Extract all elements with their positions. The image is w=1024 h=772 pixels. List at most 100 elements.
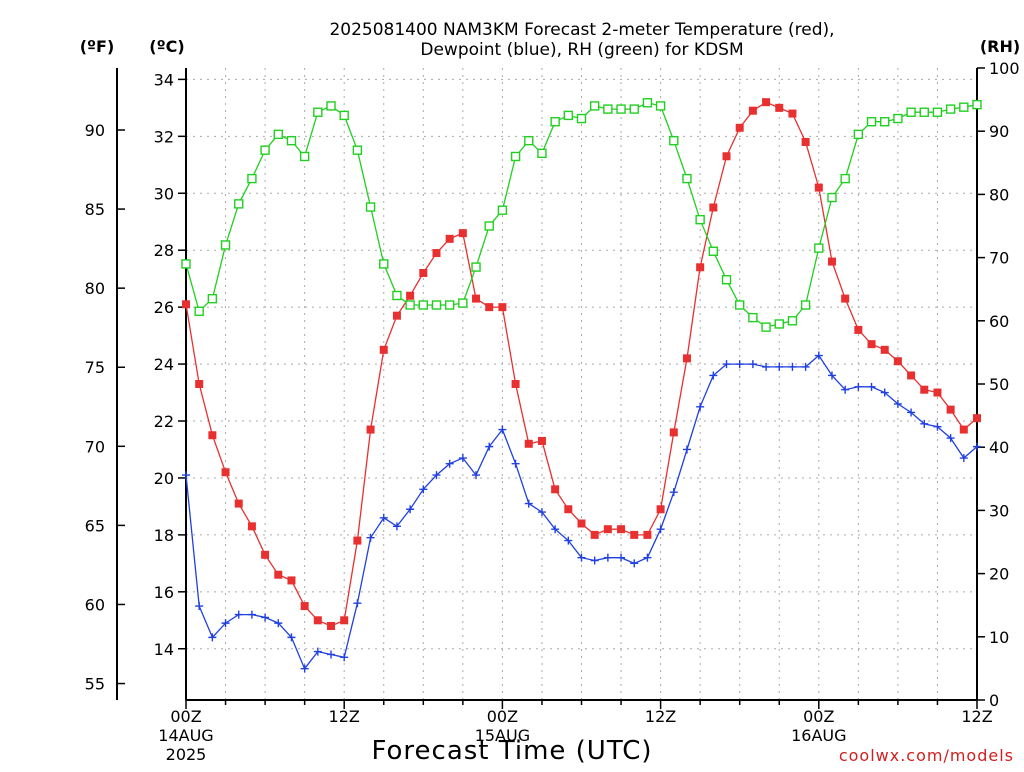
rh-point	[708, 246, 719, 256]
dewpoint-point	[735, 360, 744, 369]
time-tick-label: 00Z	[487, 707, 518, 726]
temperature-point	[827, 257, 836, 266]
temperature-point	[841, 294, 850, 303]
time-tick-year: 2025	[166, 745, 207, 764]
dewpoint-point	[775, 362, 784, 371]
fahrenheit-tick-label: 80	[85, 279, 105, 298]
temperature-point	[973, 414, 981, 423]
rh-tick-label: 70	[989, 249, 1009, 268]
fahrenheit-tick-label: 75	[85, 358, 105, 377]
temperature-point	[353, 536, 362, 545]
temperature-point	[630, 530, 639, 539]
rh-unit-label: (RH)	[980, 37, 1020, 56]
dewpoint-point	[788, 362, 797, 371]
temperature-point	[287, 576, 296, 585]
dewpoint-point	[340, 653, 349, 662]
dewpoint-point	[524, 499, 533, 508]
temperature-point	[234, 499, 243, 508]
dewpoint-point	[445, 459, 454, 468]
temperature-point	[643, 530, 652, 539]
temperature-point	[669, 428, 678, 437]
temperature-point	[788, 109, 797, 118]
temperature-point	[577, 519, 586, 528]
celsius-tick-label: 34	[154, 70, 174, 89]
dewpoint-point	[406, 505, 415, 514]
chart-axes: 1416182022242628303234556065707580859001…	[85, 59, 1020, 764]
fahrenheit-tick-label: 55	[85, 675, 105, 694]
rh-point	[853, 129, 864, 140]
rh-tick-label: 0	[989, 691, 999, 710]
temperature-point	[907, 371, 916, 380]
dewpoint-point	[313, 647, 322, 656]
rh-point	[959, 102, 969, 112]
dewpoint-point	[261, 613, 270, 622]
rh-point	[537, 148, 547, 159]
chart-title-line-1: 2025081400 NAM3KM Forecast 2-meter Tempe…	[329, 20, 834, 40]
dewpoint-point	[920, 419, 929, 428]
rh-point	[247, 173, 257, 184]
temperature-point	[933, 388, 942, 397]
temperature-point	[340, 616, 349, 625]
rh-point	[194, 306, 204, 317]
rh-point	[484, 221, 494, 231]
dewpoint-point	[485, 442, 494, 451]
rh-point	[207, 293, 218, 304]
rh-point	[181, 259, 191, 269]
dewpoint-point	[907, 408, 916, 417]
temperature-point	[379, 345, 388, 354]
dewpoint-point	[366, 533, 375, 542]
rh-tick-label: 80	[989, 185, 1009, 204]
rh-tick-label: 10	[989, 628, 1009, 647]
celsius-tick-label: 28	[154, 241, 174, 260]
dewpoint-point	[722, 360, 731, 369]
dewpoint-point	[392, 522, 401, 531]
temperature-point	[682, 354, 691, 363]
celsius-tick-label: 18	[154, 526, 174, 545]
rh-point	[774, 319, 784, 329]
time-tick-label: 12Z	[329, 707, 360, 726]
rh-point	[510, 151, 521, 162]
rh-point	[339, 110, 349, 121]
temperature-point	[617, 525, 626, 534]
dewpoint-point	[841, 385, 850, 394]
temperature-point	[472, 294, 481, 303]
dewpoint-point	[472, 471, 481, 480]
dewpoint-point	[458, 454, 467, 463]
rh-point	[563, 110, 574, 121]
celsius-tick-label: 22	[154, 412, 174, 431]
rh-tick-label: 40	[989, 438, 1009, 457]
dewpoint-point	[748, 360, 757, 369]
celsius-unit-label: (ºC)	[149, 37, 184, 56]
temperature-point	[366, 425, 375, 434]
rh-point	[682, 173, 692, 184]
dewpoint-point	[577, 553, 586, 562]
time-tick-date: 16AUG	[791, 726, 846, 745]
rh-point	[945, 104, 956, 114]
temperature-point	[696, 263, 705, 272]
temperature-point	[511, 380, 520, 388]
temperature-point	[327, 621, 336, 630]
rh-point	[695, 214, 705, 225]
rh-tick-label: 100	[989, 59, 1020, 78]
temperature-point	[392, 311, 401, 320]
temperature-point	[801, 138, 810, 147]
dewpoint-point	[630, 559, 639, 568]
rh-point	[458, 298, 468, 308]
dewpoint-point	[287, 633, 296, 642]
rh-point	[471, 262, 481, 272]
dewpoint-point	[247, 610, 256, 619]
rh-point	[379, 259, 389, 269]
chart-title-line-2: Dewpoint (blue), RH (green) for KDSM	[420, 40, 743, 60]
rh-point	[840, 173, 850, 184]
temperature-point	[195, 380, 204, 388]
fahrenheit-unit-label: (ºF)	[80, 37, 115, 56]
temperature-point	[313, 616, 322, 625]
dewpoint-point	[498, 425, 507, 434]
rh-point	[273, 129, 283, 140]
rh-point	[629, 104, 639, 114]
temperature-point	[762, 98, 771, 107]
temperature-point	[419, 268, 428, 277]
dewpoint-point	[353, 599, 362, 608]
dewpoint-point	[234, 610, 243, 619]
